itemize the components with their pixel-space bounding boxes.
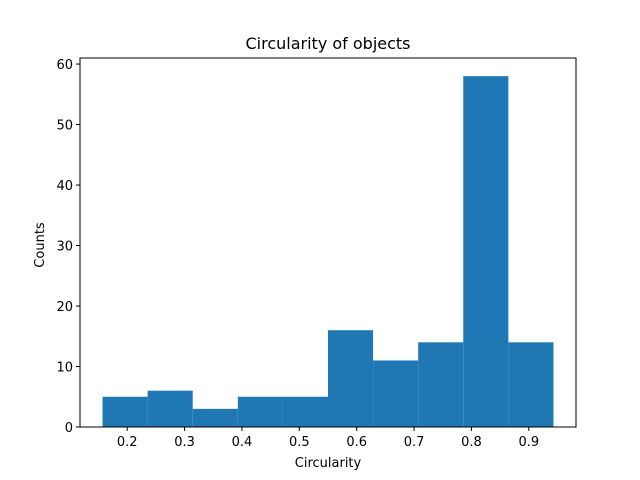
- chart-title: Circularity of objects: [245, 34, 410, 53]
- y-axis-ticks: 0 10 20 30 40 50 60: [56, 58, 80, 436]
- histogram-bar: [147, 390, 193, 427]
- y-axis-label: Counts: [33, 222, 48, 268]
- x-tick-label: 0.7: [404, 435, 425, 450]
- bars-group: [102, 76, 554, 428]
- histogram-bar: [102, 396, 148, 427]
- x-tick-label: 0.6: [346, 435, 367, 450]
- histogram-bar: [373, 360, 419, 427]
- histogram-bar: [418, 342, 464, 427]
- x-axis-label: Circularity: [295, 456, 362, 471]
- histogram-bar: [463, 76, 509, 428]
- histogram-bar: [508, 342, 554, 427]
- x-tick-label: 0.8: [461, 435, 482, 450]
- x-tick-label: 0.9: [518, 435, 539, 450]
- y-tick-label: 20: [56, 300, 73, 315]
- histogram-bar: [237, 396, 283, 427]
- x-axis-ticks: 0.2 0.3 0.4 0.5 0.6 0.7 0.8 0.9: [117, 427, 539, 450]
- y-tick-label: 0: [65, 421, 73, 436]
- y-tick-label: 50: [56, 119, 73, 134]
- y-tick-label: 40: [56, 179, 73, 194]
- x-tick-label: 0.2: [117, 435, 138, 450]
- y-tick-label: 10: [56, 361, 73, 376]
- y-tick-label: 60: [56, 58, 73, 73]
- plot-frame: [79, 57, 577, 428]
- histogram-bar: [192, 408, 238, 427]
- x-tick-label: 0.5: [289, 435, 310, 450]
- histogram-bar: [282, 396, 328, 427]
- y-tick-label: 30: [56, 240, 73, 255]
- histogram-bar: [328, 330, 374, 427]
- x-tick-label: 0.3: [174, 435, 195, 450]
- x-tick-label: 0.4: [232, 435, 253, 450]
